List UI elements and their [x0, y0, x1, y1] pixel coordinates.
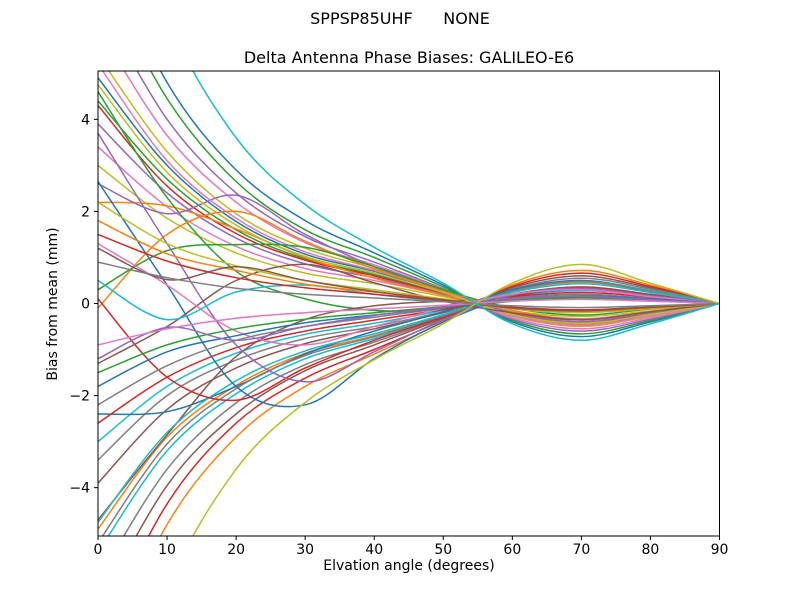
- y-tick-label: −4: [69, 481, 90, 497]
- series-line: [101, 280, 720, 536]
- series-line: [98, 132, 720, 383]
- x-tick-label: 90: [711, 542, 729, 558]
- series-line: [98, 282, 720, 523]
- x-tick-label: 50: [434, 542, 452, 558]
- y-tick-label: 0: [81, 297, 90, 313]
- y-tick-label: −2: [69, 389, 90, 405]
- series-line: [98, 263, 720, 365]
- series-line: [150, 71, 720, 335]
- x-tick-label: 70: [572, 542, 590, 558]
- x-tick-label: 60: [503, 542, 521, 558]
- series-line: [98, 293, 720, 406]
- series-line: [122, 277, 720, 536]
- series-line: [98, 247, 720, 312]
- x-tick-label: 80: [642, 542, 660, 558]
- axes-title: Delta Antenna Phase Biases: GALILEO-E6: [243, 48, 575, 67]
- series-line: [98, 286, 720, 402]
- series-line: [136, 71, 720, 332]
- series-line: [98, 84, 720, 325]
- series-line: [98, 261, 720, 309]
- series-line: [98, 243, 720, 316]
- series-line: [159, 269, 720, 536]
- series-line: [192, 263, 720, 536]
- series-lines: [98, 71, 720, 536]
- series-line: [98, 164, 720, 318]
- y-tick-label: 4: [81, 112, 90, 128]
- series-line: [192, 71, 720, 342]
- series-line: [147, 272, 720, 536]
- y-tick-label: 2: [81, 204, 90, 220]
- x-tick-label: 10: [158, 542, 176, 558]
- x-tick-label: 40: [365, 542, 383, 558]
- series-line: [159, 71, 720, 338]
- x-axis-label: Elvation angle (degrees): [323, 558, 495, 574]
- series-line: [98, 298, 720, 346]
- series-line: [98, 242, 720, 346]
- figure-suptitle: SPPSP85UHF NONE: [310, 9, 490, 28]
- x-tick-label: 0: [94, 542, 103, 558]
- series-line: [135, 275, 720, 536]
- series-line: [98, 201, 720, 314]
- x-tick-label: 30: [296, 542, 314, 558]
- series-line: [98, 295, 720, 360]
- series-line: [123, 71, 720, 330]
- x-tick-label: 20: [227, 542, 245, 558]
- y-axis-label: Bias from mean (mm): [45, 227, 61, 381]
- series-line: [98, 291, 720, 424]
